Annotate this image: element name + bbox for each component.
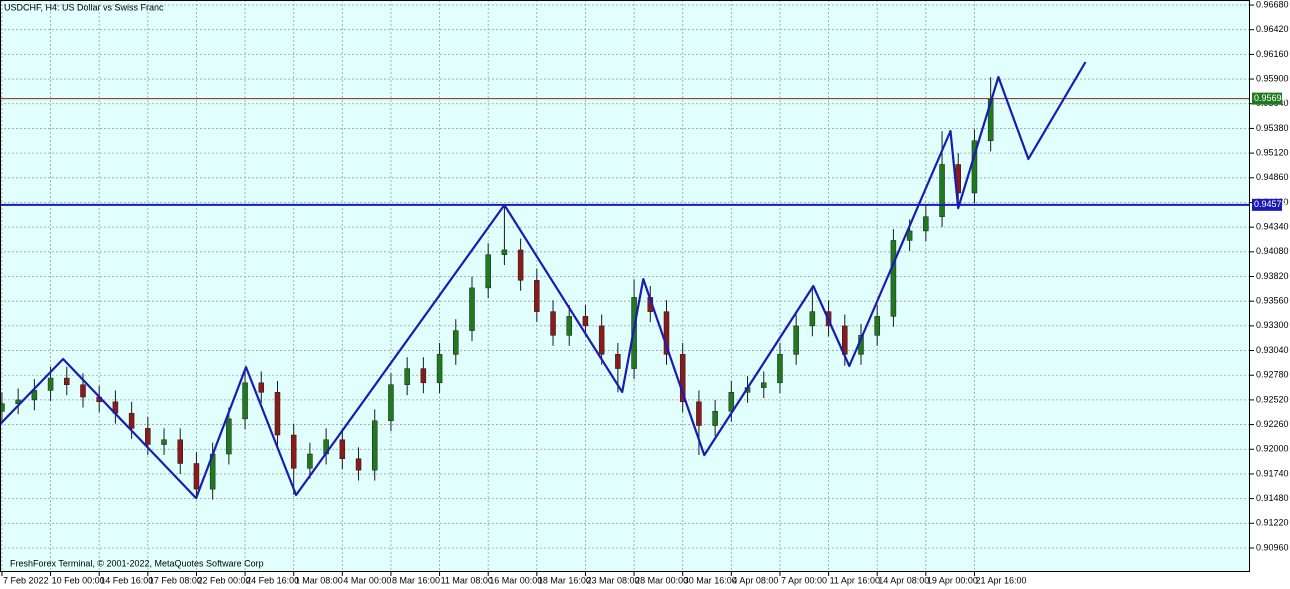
candle-body [0,403,5,412]
candle-body [582,316,589,327]
y-tick-label: 0.93560 [1256,296,1289,306]
candle-body [550,311,556,336]
price-label: 0.95694 [1254,93,1287,103]
y-tick-label: 0.95900 [1256,73,1289,83]
x-tick-label: 24 Feb 16:00 [246,575,299,585]
x-tick-label: 17 Feb 08:00 [149,575,202,585]
candle-body [598,325,605,355]
candle-body [777,354,783,384]
candle-body [47,377,54,391]
chart-title: USDCHF, H4: US Dollar vs Swiss Franc [4,2,164,12]
plot-background [0,0,1250,572]
x-tick-label: 16 Mar 00:00 [489,575,542,585]
y-tick-label: 0.92780 [1256,370,1289,380]
candle-body [80,384,86,398]
footer: FreshForex Terminal, © 2001-2022, MetaQu… [10,558,264,568]
y-tick-label: 0.96680 [1256,0,1289,9]
candle-body [290,434,297,469]
candle-body [923,216,929,232]
candle-body [679,354,686,403]
candle-body [161,439,167,445]
y-tick-label: 0.94860 [1256,172,1289,182]
x-tick-label: 18 Mar 16:00 [538,575,591,585]
price-label-box [1252,92,1282,105]
candle-body [226,418,232,455]
candle-body [890,240,897,317]
candle-body [485,254,491,289]
plot-frame [0,0,1250,572]
x-tick-label: 22 Feb 00:00 [197,575,250,585]
candle-body [242,382,248,420]
candle-body [128,412,135,429]
y-tick-label: 0.94080 [1256,246,1289,256]
candle-body [355,458,362,471]
candle-body [939,164,945,217]
x-tick-label: 11 Mar 08:00 [441,575,493,585]
candle-body [388,384,394,422]
zigzag-line [0,61,1087,500]
candle-body [534,280,540,312]
candle-body [64,377,70,385]
candle-body [809,311,816,327]
x-tick-label: 14 Apr 08:00 [878,575,929,585]
x-tick-label: 21 Apr 16:00 [975,575,1026,585]
x-tick-label: 8 Mar 16:00 [392,575,440,585]
candle-body [436,354,443,384]
candle-body [566,316,572,336]
candle-body [874,316,880,336]
price-label: 0.94575 [1254,199,1287,209]
x-tick-label: 4 Apr 08:00 [732,575,778,585]
x-tick-label: 11 Apr 16:00 [830,575,880,585]
x-tick-label: 14 Feb 16:00 [100,575,153,585]
y-tick-label: 0.92000 [1256,444,1289,454]
candle-body [712,411,718,426]
candle-body [501,249,508,255]
y-tick-label: 0.92260 [1256,419,1289,429]
y-tick-label: 0.96160 [1256,49,1289,59]
x-tick-label: 7 Apr 00:00 [781,575,827,585]
x-tick-label: 30 Mar 16:00 [684,575,737,585]
y-tick-label: 0.93820 [1256,271,1289,281]
candle-body [906,230,913,241]
y-tick-label: 0.93300 [1256,320,1289,330]
candle-body [307,453,313,469]
x-tick-label: 10 Feb 00:00 [52,575,105,585]
y-tick-label: 0.93040 [1256,345,1289,355]
x-tick-label: 4 Mar 00:00 [343,575,391,585]
y-tick-label: 0.91220 [1256,518,1289,528]
candle-body [663,311,670,355]
candle-body [453,330,459,355]
price-label-box [1252,198,1282,211]
y-tick-label: 0.91480 [1256,493,1289,503]
x-tick-label: 19 Apr 00:00 [927,575,978,585]
y-tick-label: 0.95380 [1256,123,1289,133]
candle-body [517,249,524,281]
y-tick-label: 0.95120 [1256,147,1289,157]
candle-body [469,287,475,331]
y-tick-label: 0.92520 [1256,394,1289,404]
candle-body [404,368,410,385]
x-tick-label: 7 Feb 2022 [3,575,49,585]
candle-body [145,428,151,445]
candle-body [420,368,427,384]
candle-body [793,325,799,355]
y-tick-label: 0.96420 [1256,24,1289,34]
candle-body [177,439,183,464]
candle-body [193,463,200,490]
candle-body [274,392,281,436]
candle-body [760,382,767,388]
candle-body [615,354,621,369]
candle-body [339,439,346,460]
candle-body [696,401,702,426]
x-tick-label: 1 Mar 08:00 [295,575,343,585]
y-tick-label: 0.91740 [1256,468,1289,478]
candle-body [258,382,265,393]
y-tick-label: 0.90960 [1256,542,1289,552]
y-tick-label: 0.94340 [1256,222,1289,232]
candle-body [371,420,378,471]
x-tick-label: 28 Mar 00:00 [635,575,688,585]
x-tick-label: 23 Mar 08:00 [586,575,639,585]
candle-body [31,390,38,401]
